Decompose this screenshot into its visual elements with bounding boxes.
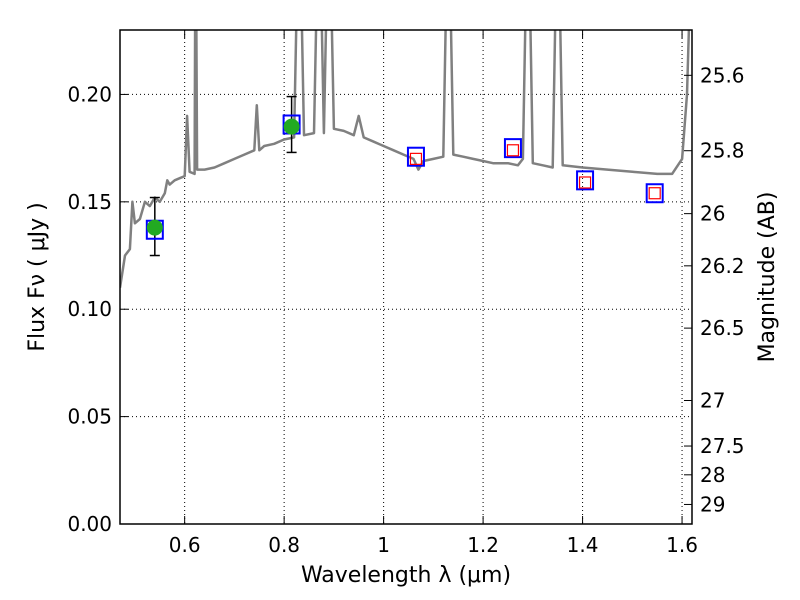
x-tick-label: 1.2 bbox=[467, 533, 499, 557]
predicted-square-point bbox=[506, 144, 520, 157]
predicted-square-point bbox=[578, 176, 592, 189]
right-tick-label: 27.5 bbox=[700, 434, 745, 458]
y-tick-label: 0.20 bbox=[67, 82, 112, 106]
y-tick-label: 0.10 bbox=[67, 297, 112, 321]
right-tick-label: 29 bbox=[700, 492, 725, 516]
y-tick-label: 0.00 bbox=[67, 512, 112, 536]
measured-circle-point bbox=[146, 219, 163, 236]
right-tick-label: 26.2 bbox=[700, 254, 745, 278]
right-tick-label: 27 bbox=[700, 389, 725, 413]
data-points bbox=[145, 95, 664, 257]
x-tick-label: 0.8 bbox=[268, 533, 300, 557]
x-tick-label: 1 bbox=[377, 533, 390, 557]
right-tick-label: 25.6 bbox=[700, 63, 745, 87]
x-axis-label: Wavelength λ (μm) bbox=[301, 563, 511, 588]
x-tick-label: 1.4 bbox=[567, 533, 599, 557]
grid-lines bbox=[120, 30, 692, 525]
right-tick-label: 28 bbox=[700, 463, 725, 487]
predicted-square-point bbox=[648, 187, 661, 200]
y-axis-label: Flux Fν ( μJy ) bbox=[25, 202, 50, 351]
y-axis-right-label: Magnitude (AB) bbox=[755, 192, 780, 363]
right-tick-label: 26.5 bbox=[700, 316, 745, 340]
right-tick-label: 26 bbox=[700, 202, 725, 226]
synthetic-square-point bbox=[576, 170, 595, 191]
x-tick-label: 1.6 bbox=[666, 533, 698, 557]
right-tick-label: 25.8 bbox=[700, 139, 745, 163]
spectrum-line bbox=[120, 30, 691, 288]
measured-circle-point bbox=[283, 118, 300, 135]
y-tick-label: 0.15 bbox=[67, 190, 112, 214]
synthetic-square-point bbox=[406, 146, 425, 167]
x-tick-label: 0.6 bbox=[169, 533, 201, 557]
predicted-square-point bbox=[409, 152, 423, 165]
model-spectrum bbox=[120, 30, 691, 288]
plot-frame bbox=[119, 29, 693, 525]
y-tick-label: 0.05 bbox=[67, 405, 112, 429]
axis-ticks: 0.6 0.8 1 1.2 1.4 1.6 0.00 0.05 0.10 0.15 0.20 25.6… bbox=[67, 30, 745, 557]
synthetic-square-point bbox=[645, 183, 664, 204]
synthetic-square-point bbox=[503, 138, 522, 159]
